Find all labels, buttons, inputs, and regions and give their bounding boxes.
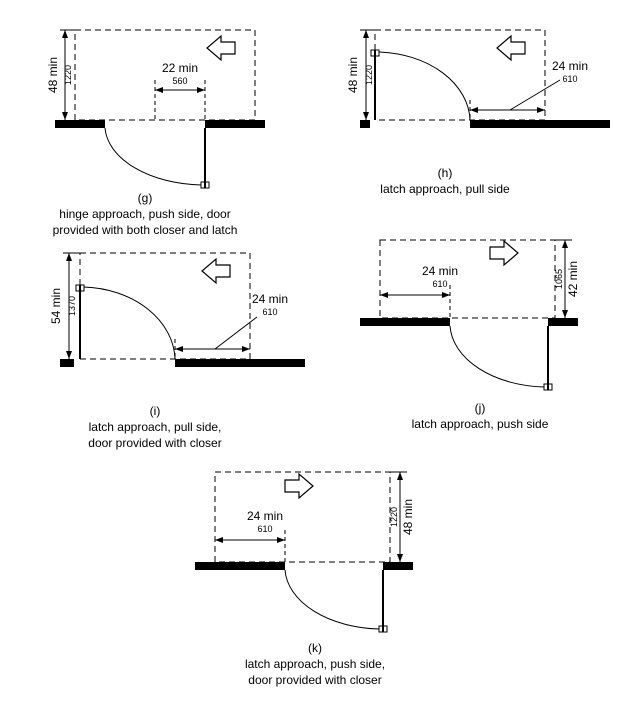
depth-sub: 1220 [389, 507, 399, 527]
figure-j-svg: 42 min 1065 24 min 610 [350, 225, 620, 400]
side-label: 22 min [162, 61, 198, 75]
figure-k: 48 min 1220 24 min 610 (k) latch approac… [185, 460, 455, 689]
figure-j: 42 min 1065 24 min 610 (j) latch approac… [350, 225, 620, 432]
figure-g-letter: (g) [138, 191, 153, 205]
depth-label: 48 min [346, 57, 360, 93]
side-sub: 610 [257, 524, 272, 534]
figure-g-caption-2: provided with both closer and latch [53, 223, 238, 237]
side-sub: 610 [262, 307, 277, 317]
side-label: 24 min [247, 509, 283, 523]
figure-i-caption-2: door provided with closer [88, 436, 221, 450]
side-sub: 560 [172, 76, 187, 86]
side-sub: 610 [562, 74, 577, 84]
figure-i-caption: (i) latch approach, pull side, door prov… [25, 403, 285, 452]
depth-label: 42 min [566, 261, 580, 297]
side-sub: 610 [432, 279, 447, 289]
depth-sub: 1370 [67, 296, 77, 316]
depth-sub: 1220 [364, 65, 374, 85]
side-label: 24 min [422, 264, 458, 278]
figure-k-letter: (k) [308, 641, 322, 655]
figure-h-caption-1: latch approach, pull side [380, 182, 509, 196]
figure-g-svg: 48 min 1220 22 min 560 [25, 20, 275, 190]
figure-i-letter: (i) [150, 404, 161, 418]
depth-label: 54 min [49, 288, 63, 324]
depth-sub: 1220 [63, 65, 73, 85]
figure-h-caption: (h) latch approach, pull side [310, 165, 580, 197]
figure-k-caption: (k) latch approach, push side, door prov… [185, 640, 445, 689]
figure-j-caption-1: latch approach, push side [412, 417, 549, 431]
depth-label: 48 min [46, 57, 60, 93]
figure-h-svg: 48 min 1220 24 min 610 [330, 20, 620, 165]
figure-k-svg: 48 min 1220 24 min 610 [185, 460, 455, 640]
figure-h-letter: (h) [438, 166, 453, 180]
figure-g: 48 min 1220 22 min 560 (g) hinge approac… [25, 20, 275, 239]
figure-j-caption: (j) latch approach, push side [350, 400, 610, 432]
figure-g-caption-1: hinge approach, push side, door [59, 207, 230, 221]
figure-i-caption-1: latch approach, pull side, [89, 420, 222, 434]
figure-k-caption-1: latch approach, push side, [245, 657, 385, 671]
figure-k-caption-2: door provided with closer [248, 673, 381, 687]
figure-h: 48 min 1220 24 min 610 (h) latch approac… [330, 20, 620, 197]
side-label: 24 min [552, 59, 588, 73]
figure-j-letter: (j) [475, 401, 486, 415]
figure-i-svg: 54 min 1370 24 min 610 [25, 245, 315, 403]
figure-i: 54 min 1370 24 min 610 (i) latch approac… [25, 245, 315, 452]
figure-g-caption: (g) hinge approach, push side, door prov… [25, 190, 265, 239]
depth-label: 48 min [401, 499, 415, 535]
depth-sub: 1065 [554, 269, 564, 289]
side-label: 24 min [252, 292, 288, 306]
